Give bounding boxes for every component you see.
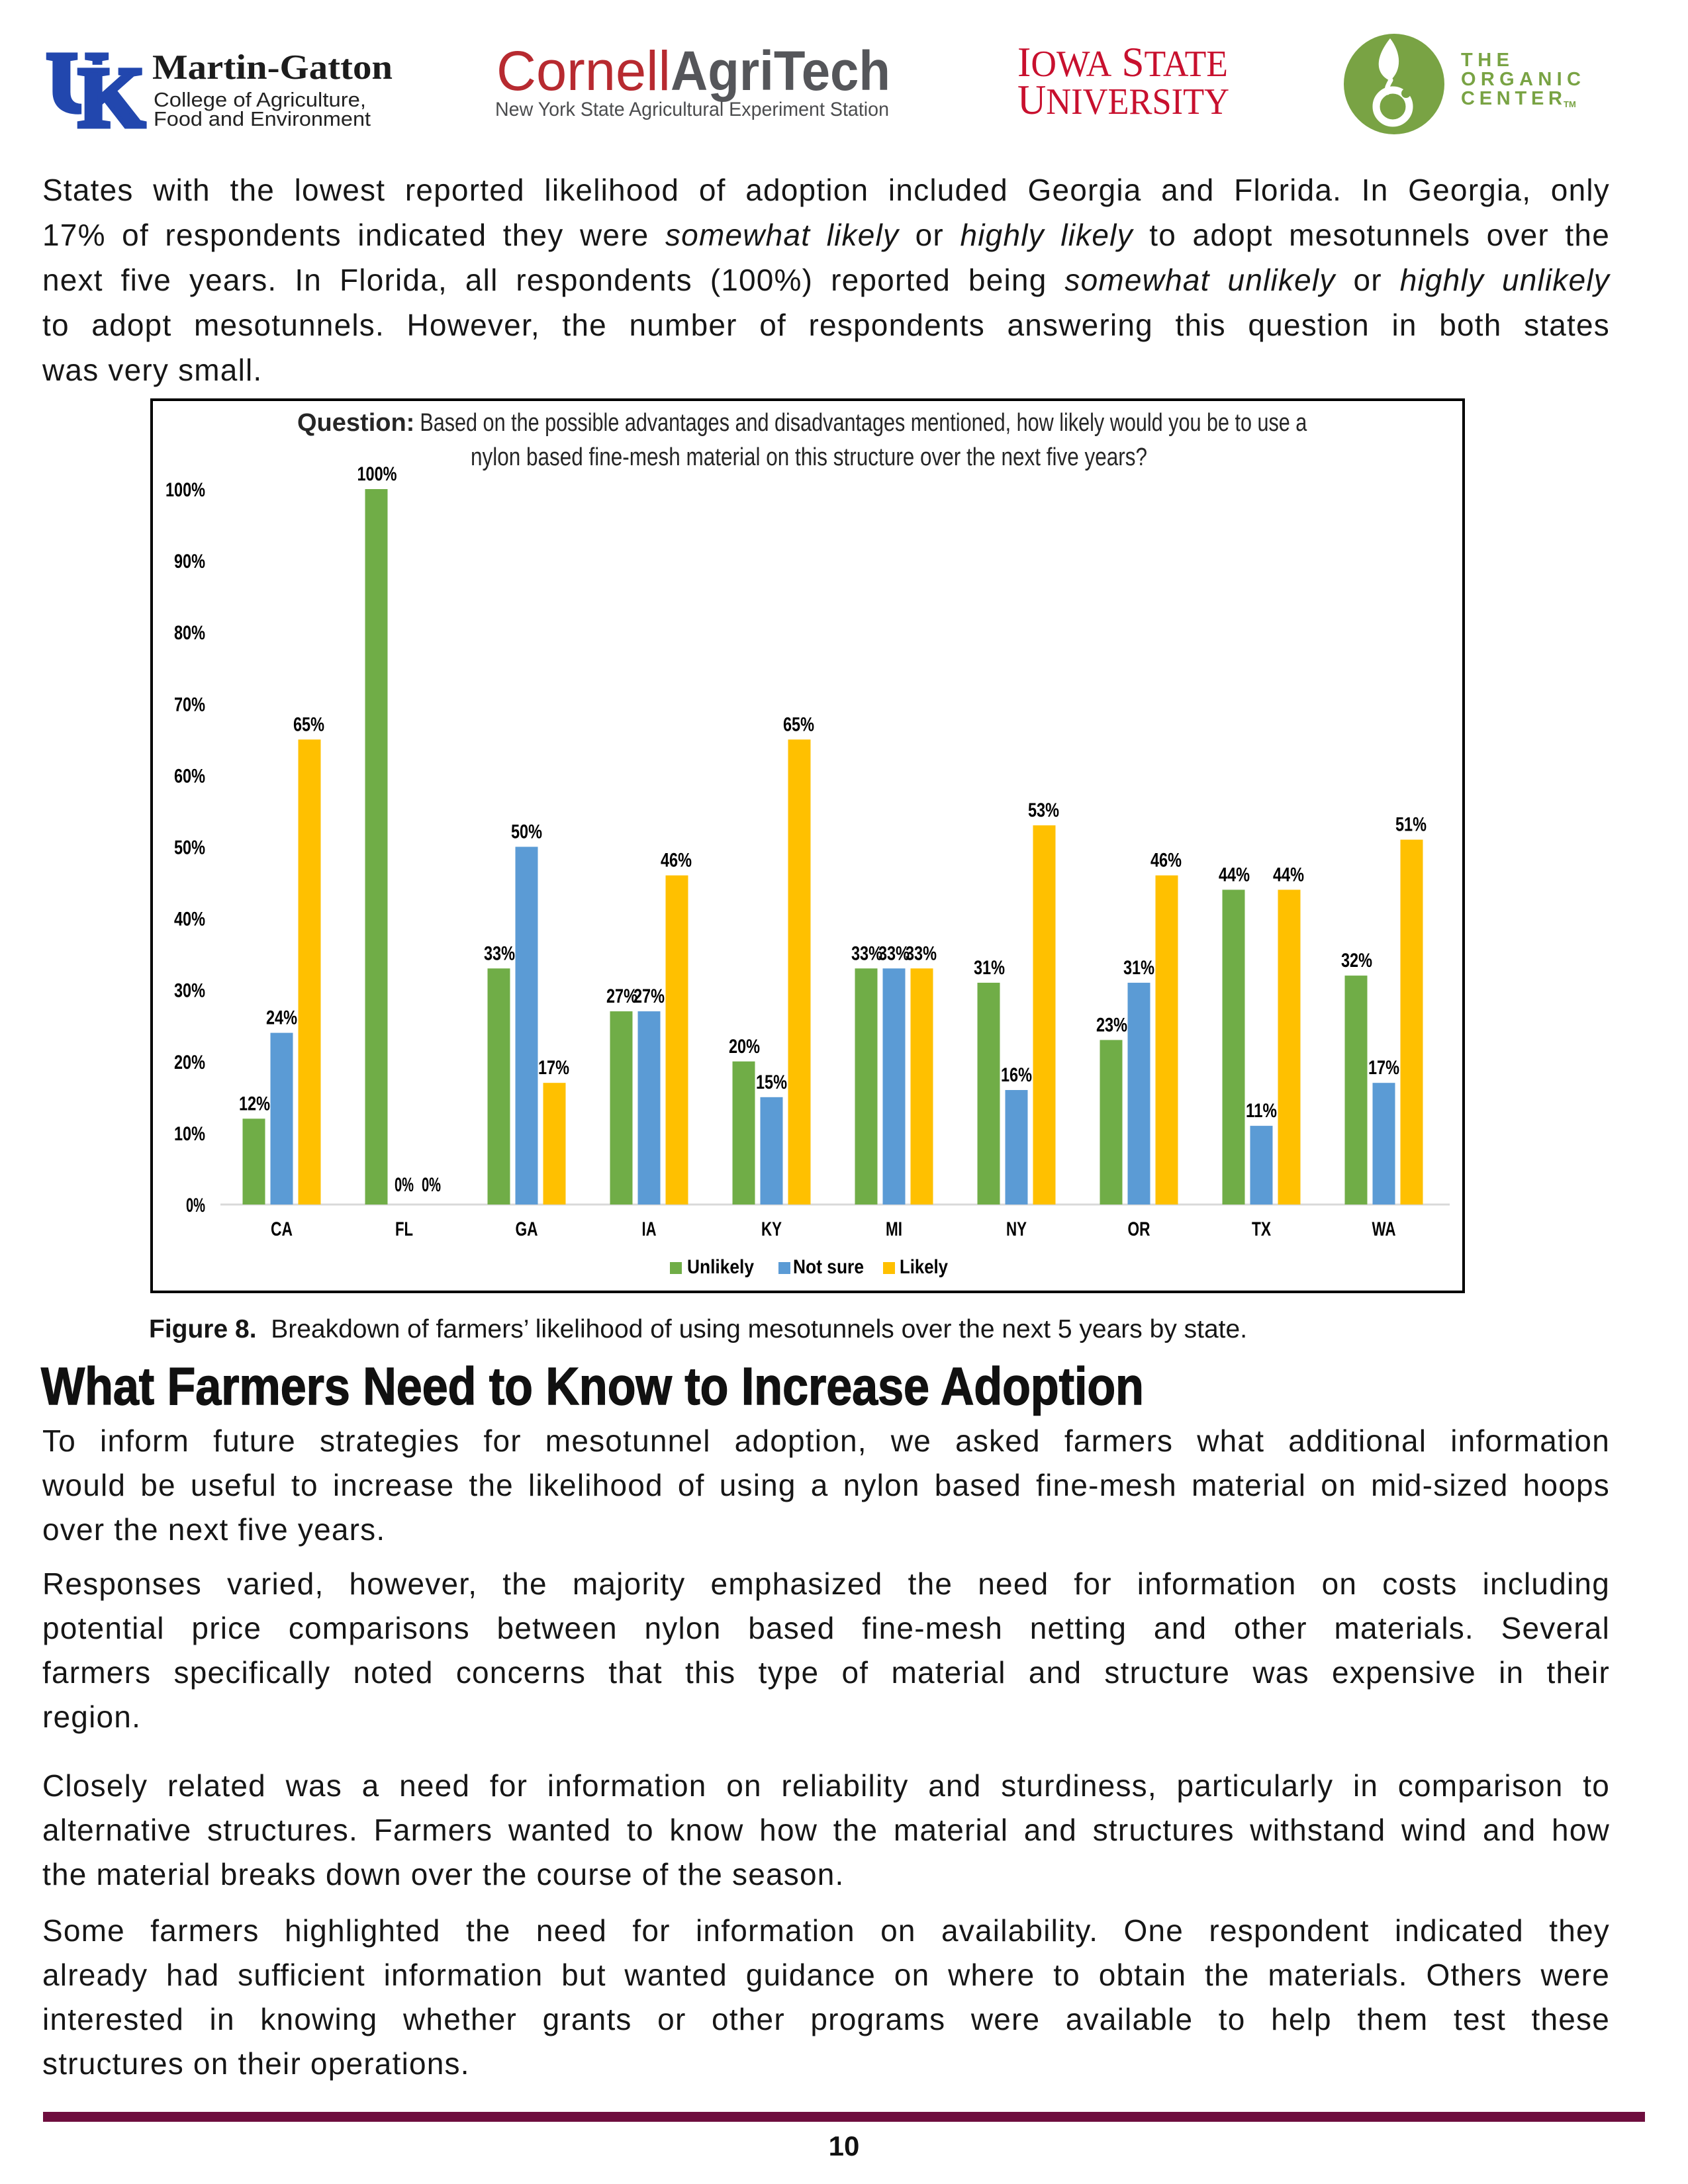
svg-text:53%: 53% — [1028, 799, 1059, 821]
svg-text:ORGANIC: ORGANIC — [1461, 69, 1581, 90]
svg-text:College of Agriculture,: College of Agriculture, — [154, 88, 366, 111]
svg-text:33%: 33% — [851, 942, 882, 964]
svg-text:32%: 32% — [1341, 950, 1372, 972]
svg-text:Unlikely: Unlikely — [687, 1256, 754, 1278]
svg-text:CENTER: CENTER — [1461, 88, 1562, 109]
svg-text:31%: 31% — [1123, 957, 1154, 979]
svg-text:TM: TM — [1564, 99, 1576, 109]
svg-text:IA: IA — [642, 1218, 657, 1240]
svg-text:44%: 44% — [1219, 864, 1250, 886]
svg-text:MI: MI — [886, 1218, 902, 1240]
svg-text:Cornell: Cornell — [496, 40, 671, 102]
svg-text:24%: 24% — [266, 1007, 297, 1029]
svg-text:Not sure: Not sure — [793, 1256, 864, 1278]
svg-text:OR: OR — [1128, 1218, 1150, 1240]
svg-text:31%: 31% — [974, 957, 1005, 979]
svg-text:Likely: Likely — [900, 1256, 948, 1278]
svg-text:80%: 80% — [174, 622, 205, 644]
svg-text:23%: 23% — [1096, 1014, 1127, 1036]
svg-text:AgriTech: AgriTech — [671, 40, 890, 102]
svg-text:30%: 30% — [174, 980, 205, 1002]
svg-text:27%: 27% — [633, 985, 665, 1007]
svg-text:44%: 44% — [1273, 864, 1304, 886]
svg-text:0%: 0% — [186, 1195, 205, 1216]
svg-text:THE: THE — [1461, 50, 1509, 71]
svg-text:TX: TX — [1252, 1218, 1271, 1240]
svg-text:Martin-Gatton: Martin-Gatton — [152, 48, 393, 87]
svg-text:12%: 12% — [239, 1093, 270, 1115]
svg-text:0%: 0% — [395, 1174, 414, 1196]
svg-text:27%: 27% — [606, 985, 637, 1007]
svg-text:UNIVERSITY: UNIVERSITY — [1017, 76, 1229, 123]
svg-text:46%: 46% — [661, 850, 692, 872]
svg-text:New York State Agricultural Ex: New York State Agricultural Experiment S… — [495, 99, 889, 120]
svg-text:10%: 10% — [174, 1123, 205, 1145]
svg-text:90%: 90% — [174, 551, 205, 572]
svg-text:46%: 46% — [1150, 850, 1182, 872]
svg-text:50%: 50% — [174, 837, 205, 859]
svg-text:15%: 15% — [756, 1071, 787, 1093]
svg-text:K: K — [78, 50, 145, 146]
svg-text:nylon based fine-mesh material: nylon based fine-mesh material on this s… — [471, 443, 1147, 471]
svg-text:60%: 60% — [174, 765, 205, 787]
svg-text:K: K — [78, 50, 145, 146]
svg-text:11%: 11% — [1246, 1100, 1277, 1122]
svg-text:FL: FL — [395, 1218, 413, 1240]
svg-text:100%: 100% — [165, 479, 205, 501]
svg-text:16%: 16% — [1001, 1064, 1032, 1086]
svg-text:Food and Environment: Food and Environment — [154, 107, 371, 130]
svg-text:KY: KY — [761, 1218, 782, 1240]
svg-text:51%: 51% — [1395, 814, 1427, 836]
svg-text:17%: 17% — [1368, 1057, 1399, 1079]
svg-text:NY: NY — [1006, 1218, 1027, 1240]
svg-text:33%: 33% — [906, 942, 937, 964]
svg-text:65%: 65% — [783, 713, 814, 735]
svg-text:Question:Based on the possible: Question: Based on the possible advantage… — [297, 409, 1307, 437]
svg-text:CA: CA — [271, 1218, 293, 1240]
svg-text:U: U — [46, 35, 109, 130]
svg-text:50%: 50% — [511, 821, 542, 843]
svg-text:0%: 0% — [422, 1174, 441, 1196]
svg-text:20%: 20% — [729, 1036, 760, 1058]
svg-text:IOWA STATE: IOWA STATE — [1017, 38, 1228, 85]
svg-text:33%: 33% — [484, 942, 515, 964]
svg-text:40%: 40% — [174, 909, 205, 931]
svg-text:70%: 70% — [174, 694, 205, 715]
svg-text:17%: 17% — [538, 1057, 569, 1079]
svg-text:100%: 100% — [357, 463, 397, 485]
svg-text:GA: GA — [516, 1218, 538, 1240]
svg-text:WA: WA — [1372, 1218, 1396, 1240]
svg-text:65%: 65% — [293, 713, 324, 735]
svg-text:33%: 33% — [878, 942, 910, 964]
svg-text:U: U — [46, 35, 109, 130]
svg-text:20%: 20% — [174, 1052, 205, 1073]
